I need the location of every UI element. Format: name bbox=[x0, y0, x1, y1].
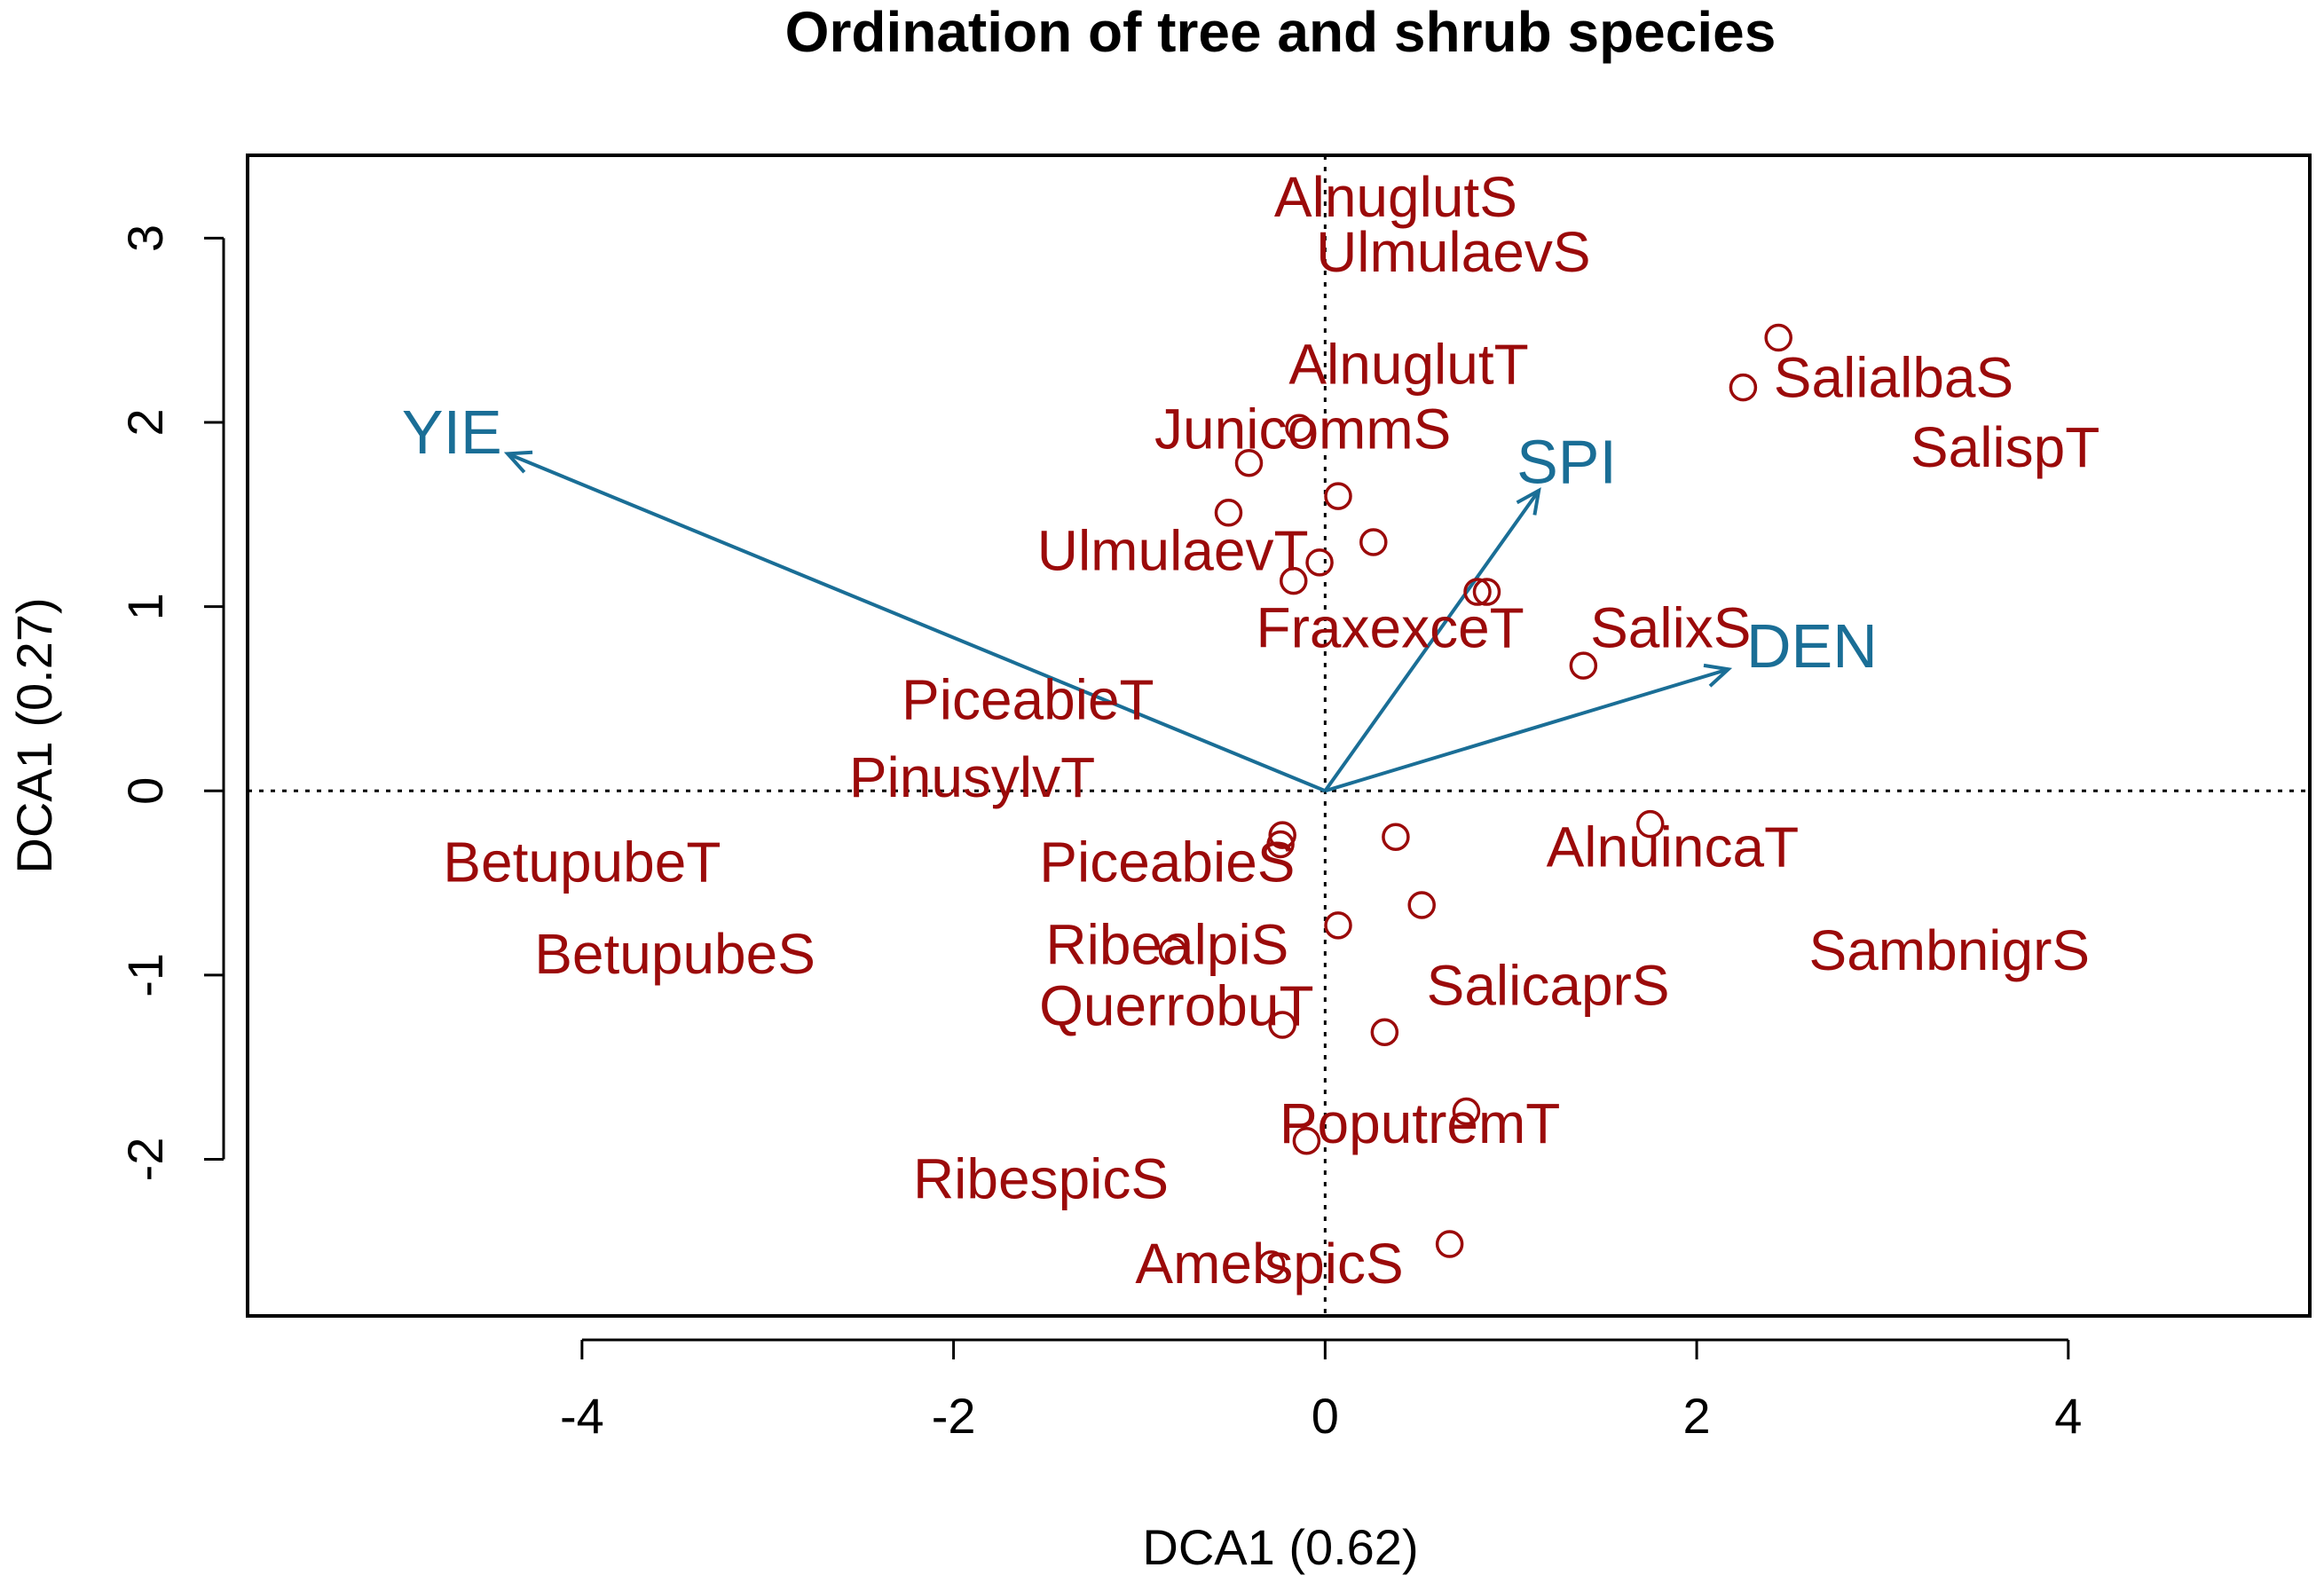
species-label: AmelspicS bbox=[1135, 1232, 1403, 1296]
vector-den-arrowhead bbox=[1703, 663, 1733, 688]
species-label: AlnuglutS bbox=[1274, 165, 1517, 229]
species-label: UlmulaevT bbox=[1037, 518, 1309, 582]
site-point bbox=[1266, 830, 1295, 859]
site-point bbox=[1324, 482, 1352, 510]
site-point bbox=[1359, 528, 1388, 556]
axes: -4 -2 0 2 4 -2 -1 0 1 2 3 bbox=[117, 224, 2082, 1444]
vector-den-label: DEN bbox=[1746, 611, 1878, 681]
site-point bbox=[1305, 548, 1334, 577]
site-point bbox=[1279, 566, 1308, 595]
site-point bbox=[1764, 323, 1792, 352]
species-label: SambnigrS bbox=[1809, 918, 2091, 982]
site-point bbox=[1472, 578, 1501, 606]
y-tick-label: -2 bbox=[117, 1138, 173, 1182]
site-point bbox=[1452, 1097, 1481, 1126]
species-label: AlnuglutT bbox=[1288, 333, 1528, 397]
site-point bbox=[1234, 448, 1264, 477]
species-label: SalispT bbox=[1910, 415, 2099, 479]
vector-yie-arrowhead bbox=[503, 450, 533, 474]
y-tick-label: 2 bbox=[117, 408, 173, 436]
species-label: JunicommS bbox=[1154, 397, 1451, 461]
site-point bbox=[1292, 1127, 1321, 1155]
site-point bbox=[1324, 911, 1352, 940]
site-point bbox=[1569, 651, 1598, 680]
x-tick-label: 0 bbox=[1312, 1388, 1339, 1444]
y-tick-label: 1 bbox=[117, 593, 173, 620]
species-label: BetupubeT bbox=[443, 830, 721, 894]
species-label: SalicaprS bbox=[1427, 953, 1670, 1017]
site-point bbox=[1729, 373, 1758, 402]
y-tick-label: -1 bbox=[117, 953, 173, 997]
vector-spi-arrowhead bbox=[1516, 487, 1541, 516]
site-point bbox=[1463, 578, 1492, 606]
species-label: RibealpiS bbox=[1045, 913, 1288, 977]
species-label: PinusylvT bbox=[849, 745, 1095, 809]
x-tick-label: 2 bbox=[1683, 1388, 1711, 1444]
site-point bbox=[1268, 821, 1296, 849]
x-tick-label: -2 bbox=[932, 1388, 976, 1444]
y-axis-label: DCA1 (0.27) bbox=[6, 597, 62, 873]
site-point bbox=[1257, 1250, 1286, 1279]
species-label: UlmulaevS bbox=[1316, 220, 1590, 284]
vector-yie-line bbox=[507, 452, 1327, 793]
x-axis-label: DCA1 (0.62) bbox=[1142, 1519, 1418, 1575]
x-tick-label: -4 bbox=[560, 1388, 604, 1444]
vector-spi-label: SPI bbox=[1517, 427, 1617, 496]
species-label: AlnuincaT bbox=[1547, 815, 1800, 879]
species-label: PoputremT bbox=[1280, 1091, 1561, 1155]
x-tick-label: 4 bbox=[2054, 1388, 2082, 1444]
site-points bbox=[1158, 323, 1792, 1279]
species-label: SalixS bbox=[1590, 596, 1751, 660]
site-point bbox=[1214, 499, 1243, 527]
site-point bbox=[1158, 937, 1187, 965]
site-point bbox=[1370, 1018, 1399, 1047]
y-tick-label: 3 bbox=[117, 224, 173, 252]
vector-den-line bbox=[1324, 667, 1729, 793]
site-point bbox=[1435, 1230, 1464, 1258]
vector-spi-line bbox=[1323, 489, 1540, 792]
chart-title: Ordination of tree and shrub species bbox=[785, 0, 1776, 64]
site-point bbox=[1382, 823, 1410, 851]
site-point bbox=[1268, 1011, 1296, 1039]
species-label: FraxexceT bbox=[1256, 596, 1524, 660]
species-label: PiceabieT bbox=[902, 668, 1154, 732]
vector-yie-label: YIE bbox=[402, 398, 502, 467]
species-label: SalialbaS bbox=[1774, 345, 2013, 409]
plot-frame bbox=[246, 154, 2312, 1318]
site-point bbox=[1407, 891, 1436, 919]
origin-reference-lines bbox=[248, 155, 2310, 1316]
species-label: PiceabieS bbox=[1039, 830, 1295, 894]
environmental-vectors: YIE SPI DEN bbox=[402, 398, 1878, 793]
y-tick-label: 0 bbox=[117, 777, 173, 805]
site-point bbox=[1635, 809, 1665, 839]
site-point bbox=[1285, 414, 1313, 443]
species-label: RibespicS bbox=[913, 1146, 1169, 1210]
species-label: BetupubeS bbox=[534, 922, 815, 986]
species-label: QuerrobuT bbox=[1039, 973, 1313, 1037]
